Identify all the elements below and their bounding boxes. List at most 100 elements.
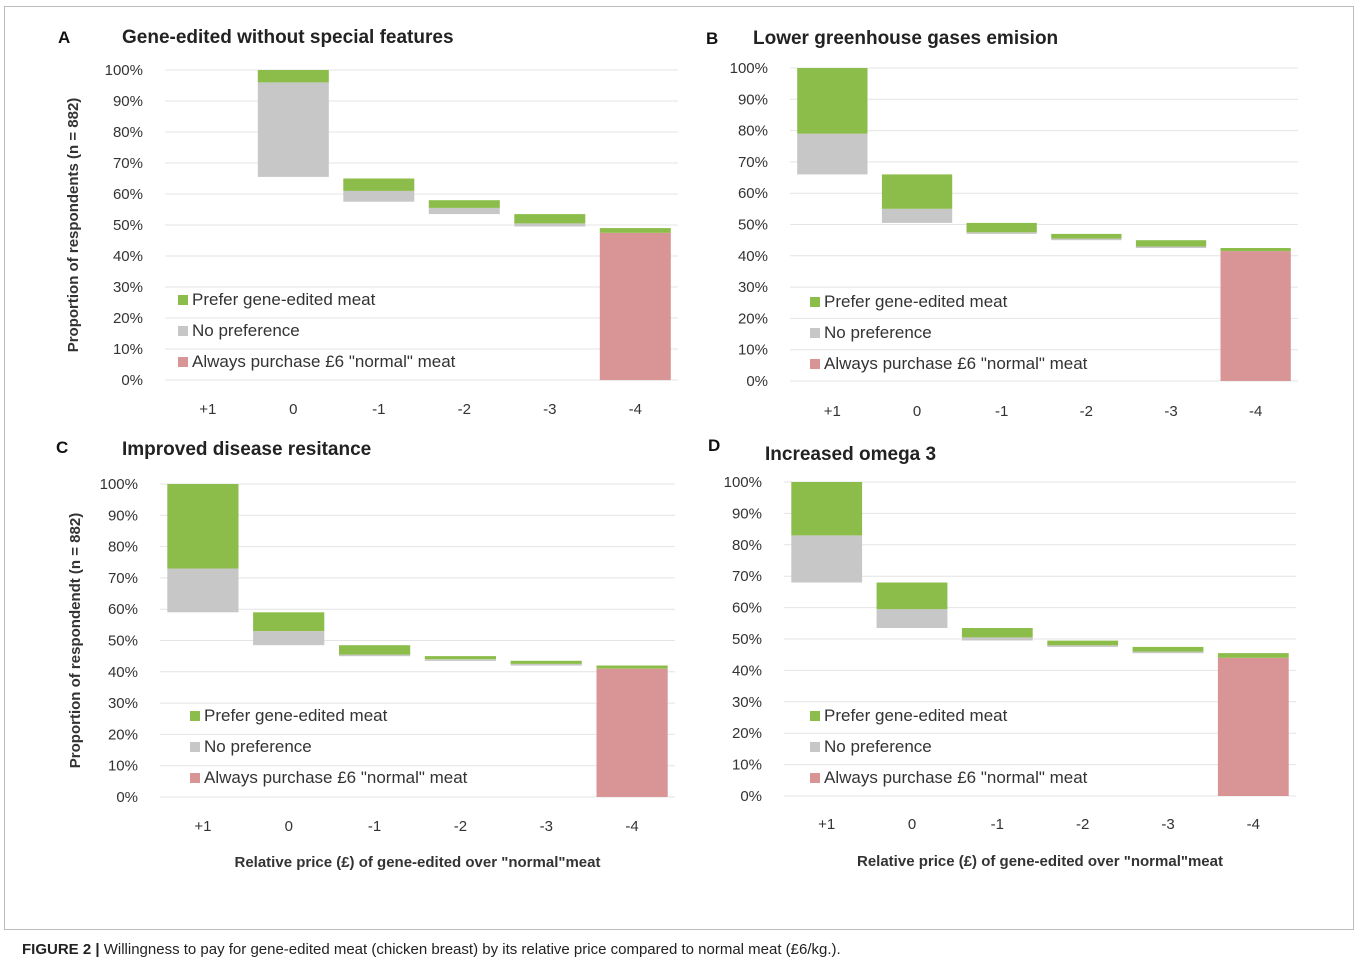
y-tick-label: 60%	[108, 601, 138, 618]
x-tick-label: +1	[824, 403, 841, 420]
legend-label: Prefer gene-edited meat	[824, 706, 1008, 725]
bar-segment-no-preference	[167, 568, 239, 613]
panel-title: Gene-edited without special features	[122, 27, 454, 48]
y-axis-title: Proportion of respondents (n = 882)	[65, 98, 82, 353]
y-tick-label: 100%	[100, 476, 138, 493]
y-tick-label: 20%	[738, 310, 768, 327]
y-tick-label: 40%	[732, 662, 762, 679]
x-tick-label: 0	[285, 818, 293, 835]
bar-segment-no-preference	[1051, 238, 1122, 241]
x-tick-label: +1	[199, 401, 216, 418]
legend-swatch-always-normal	[810, 359, 820, 369]
bar-segment-no-preference	[253, 631, 325, 646]
legend-label: Always purchase £6 "normal" meat	[824, 768, 1088, 787]
y-tick-label: 40%	[738, 248, 768, 265]
x-axis-title: Relative price (£) of gene-edited over "…	[235, 854, 601, 871]
x-tick-label: 0	[289, 401, 297, 418]
bar-segment-prefer	[596, 665, 668, 669]
legend-swatch-no-preference	[810, 328, 820, 338]
y-tick-label: 10%	[108, 758, 138, 775]
x-tick-label: +1	[818, 816, 835, 833]
legend-label: Prefer gene-edited meat	[824, 292, 1008, 311]
x-tick-label: -4	[629, 401, 642, 418]
bar-segment-always-normal	[1220, 251, 1291, 381]
y-tick-label: 10%	[113, 341, 143, 358]
bar-segment-no-preference	[966, 232, 1037, 234]
panel-title: Lower greenhouse gases emision	[753, 28, 1058, 49]
legend-swatch-prefer	[178, 295, 188, 305]
bar-segment-prefer	[253, 612, 325, 632]
bar-segment-no-preference	[424, 659, 496, 661]
y-tick-label: 90%	[738, 91, 768, 108]
x-tick-label: -3	[1164, 403, 1177, 420]
bar-segment-always-normal	[599, 232, 671, 381]
x-tick-label: -2	[454, 818, 467, 835]
y-tick-label: 10%	[732, 757, 762, 774]
x-tick-label: 0	[913, 403, 921, 420]
y-tick-label: 50%	[738, 217, 768, 234]
y-tick-label: 20%	[732, 725, 762, 742]
y-tick-label: 0%	[746, 373, 768, 390]
x-tick-label: 0	[908, 816, 916, 833]
bar-segment-prefer	[428, 200, 500, 208]
y-tick-label: 60%	[732, 600, 762, 617]
bar-segment-always-normal	[596, 668, 668, 797]
x-tick-label: -4	[1249, 403, 1262, 420]
chart-panel-c: 0% 10% 20% 30% 40% 50% 60% 70% 80% 90% 100% +1 0 -1 -2…	[56, 438, 675, 871]
y-tick-label: 50%	[732, 631, 762, 648]
y-tick-label: 70%	[108, 570, 138, 587]
chart-panel-b: 0% 10% 20% 30% 40% 50% 60% 70% 80% 90% 100% +1 0 -1 -2…	[706, 28, 1298, 420]
legend-swatch-prefer	[190, 711, 200, 721]
panel-letter: B	[706, 29, 718, 48]
y-tick-label: 70%	[113, 155, 143, 172]
bar-segment-prefer	[510, 660, 582, 664]
y-tick-label: 80%	[113, 124, 143, 141]
legend-label: No preference	[204, 737, 312, 756]
bar-segment-always-normal	[1217, 657, 1289, 796]
bar-segment-no-preference	[339, 654, 411, 657]
y-tick-label: 30%	[732, 694, 762, 711]
bar-segment-prefer	[1132, 646, 1204, 652]
y-tick-label: 80%	[732, 537, 762, 554]
legend-label: Prefer gene-edited meat	[204, 706, 388, 725]
y-tick-label: 40%	[108, 664, 138, 681]
bar-segment-no-preference	[961, 637, 1033, 641]
bar-segment-prefer	[1047, 640, 1119, 646]
figure-charts: 0% 10% 20% 30% 40% 50% 60% 70% 80% 90% 100% +1 0 -1 -2…	[56, 27, 1298, 871]
legend-swatch-always-normal	[190, 773, 200, 783]
bar-segment-prefer	[599, 228, 671, 233]
bar-segment-no-preference	[881, 208, 953, 223]
bar-segment-no-preference	[876, 609, 948, 628]
y-tick-label: 100%	[105, 62, 143, 79]
legend-label: No preference	[824, 323, 932, 342]
y-tick-label: 60%	[113, 186, 143, 203]
bar-segment-no-preference	[1132, 651, 1204, 654]
x-tick-label: -1	[372, 401, 385, 418]
y-tick-label: 80%	[108, 539, 138, 556]
y-tick-label: 10%	[738, 342, 768, 359]
bar-segment-prefer	[1220, 248, 1291, 252]
legend-swatch-prefer	[810, 297, 820, 307]
figure-frame	[4, 6, 1354, 930]
y-tick-label: 0%	[121, 372, 143, 389]
bar-segment-prefer	[1051, 233, 1122, 239]
x-axis-title: Relative price (£) of gene-edited over "…	[857, 853, 1223, 870]
x-tick-label: -1	[995, 403, 1008, 420]
y-tick-label: 70%	[732, 568, 762, 585]
figure-caption: FIGURE 2 | Willingness to pay for gene-e…	[22, 941, 1342, 958]
legend-label: Prefer gene-edited meat	[192, 290, 376, 309]
bar-segment-no-preference	[514, 223, 586, 227]
x-tick-label: -2	[1076, 816, 1089, 833]
x-tick-label: -4	[625, 818, 638, 835]
y-tick-label: 80%	[738, 123, 768, 140]
panel-title: Improved disease resitance	[122, 439, 371, 460]
bar-segment-no-preference	[791, 535, 863, 583]
y-tick-label: 30%	[738, 279, 768, 296]
bar-segment-prefer	[961, 628, 1033, 638]
bar-segment-prefer	[1217, 653, 1289, 658]
legend-label: No preference	[824, 737, 932, 756]
panel-letter: D	[708, 436, 720, 455]
y-axis-title: Proportion of respondendt (n = 882)	[67, 513, 84, 768]
x-tick-label: -3	[543, 401, 556, 418]
y-tick-label: 100%	[724, 474, 762, 491]
